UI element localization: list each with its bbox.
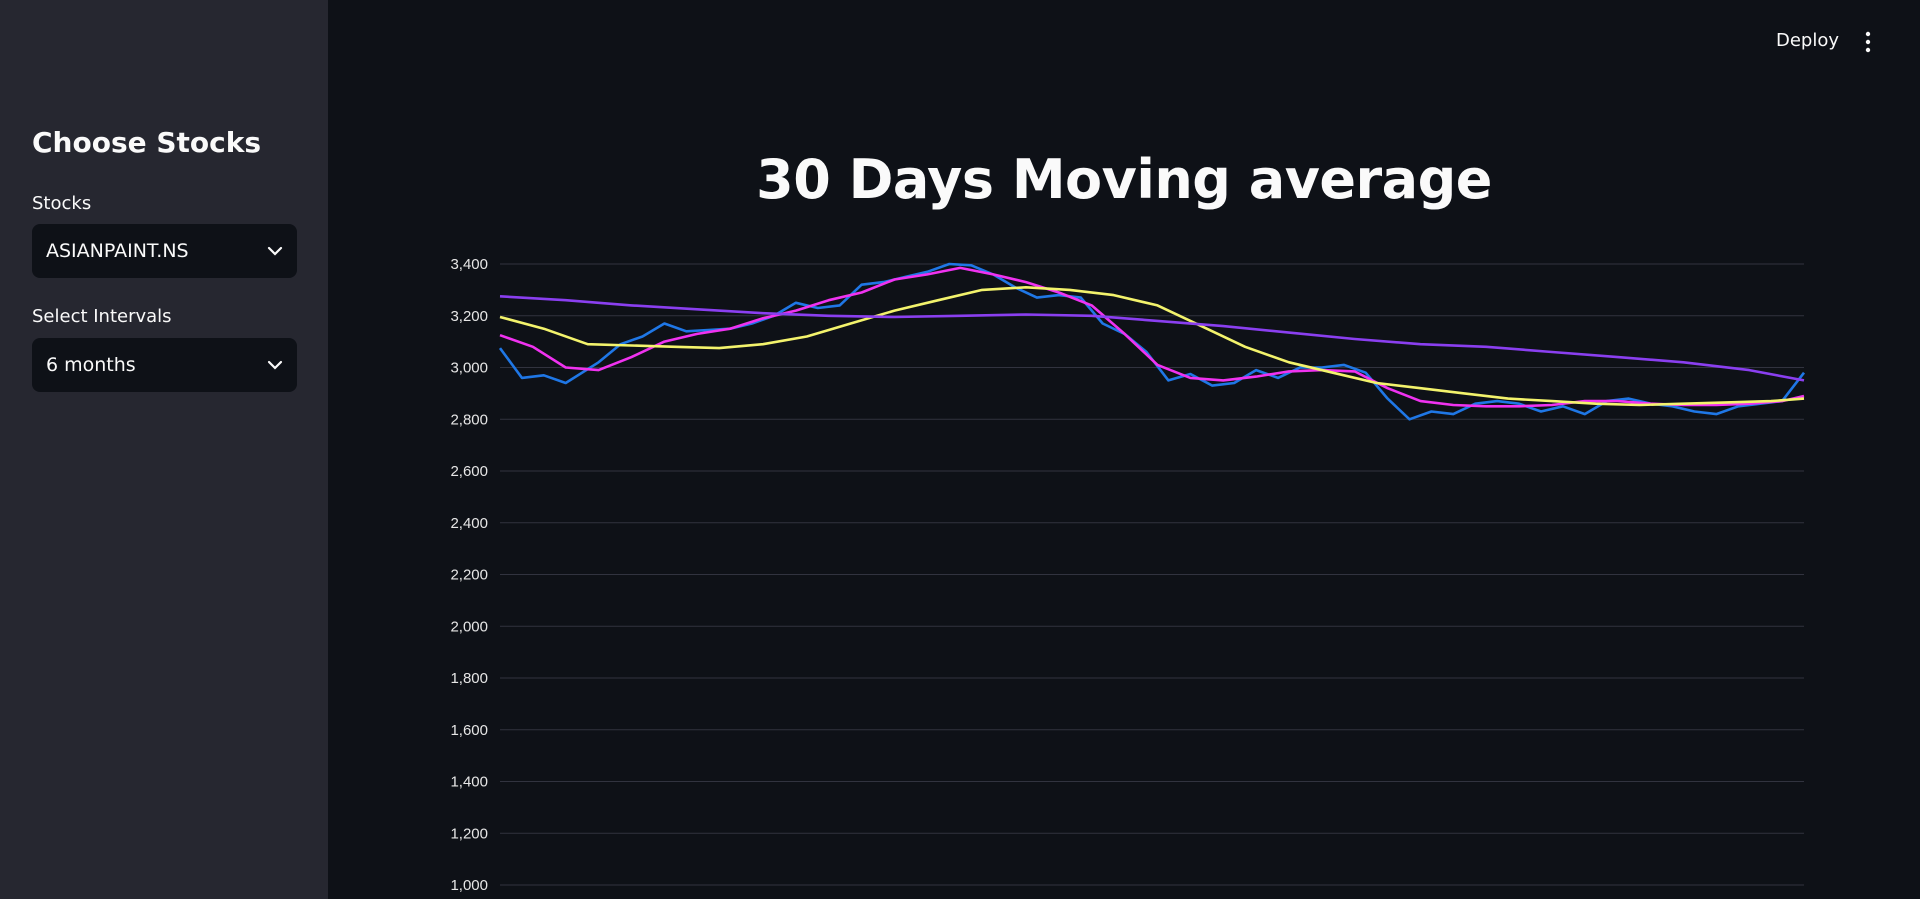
intervals-select[interactable]: 6 months <box>32 338 297 392</box>
y-tick-label: 1,800 <box>450 670 488 687</box>
y-tick-label: 1,400 <box>450 774 488 791</box>
series-line-1 <box>499 266 1805 408</box>
page-title: 30 Days Moving average <box>756 148 1492 211</box>
sidebar: Choose Stocks Stocks ASIANPAINT.NS Selec… <box>0 0 328 899</box>
y-tick-label: 2,200 <box>450 567 488 584</box>
y-tick-label: 1,200 <box>450 825 488 842</box>
y-tick-label: 1,600 <box>450 722 488 739</box>
y-tick-label: 3,000 <box>450 360 488 377</box>
intervals-select-value: 6 months <box>46 354 136 376</box>
moving-average-chart: 1,000 1,200 1,400 1,600 1,800 2,000 2,200 2,400… <box>450 256 1806 894</box>
series-line-2 <box>499 285 1805 407</box>
y-tick-label: 3,400 <box>450 256 488 273</box>
stocks-select-value: ASIANPAINT.NS <box>46 240 189 262</box>
deploy-button[interactable]: Deploy <box>1776 30 1840 51</box>
series-line-0 <box>498 262 1806 421</box>
intervals-label: Select Intervals <box>32 306 172 327</box>
y-tick-label: 1,000 <box>450 877 488 894</box>
y-tick-label: 3,200 <box>450 308 488 325</box>
y-tick-label: 2,600 <box>450 463 488 480</box>
kebab-menu-icon[interactable] <box>1862 30 1874 54</box>
stocks-select[interactable]: ASIANPAINT.NS <box>32 224 297 278</box>
y-tick-label: 2,000 <box>450 618 488 635</box>
stocks-label: Stocks <box>32 193 92 214</box>
y-tick-label: 2,800 <box>450 411 488 428</box>
sidebar-title: Choose Stocks <box>32 126 262 159</box>
chevron-down-icon <box>267 360 283 370</box>
chevron-down-icon <box>267 246 283 256</box>
y-tick-label: 2,400 <box>450 515 488 532</box>
series-line-3 <box>499 295 1805 382</box>
